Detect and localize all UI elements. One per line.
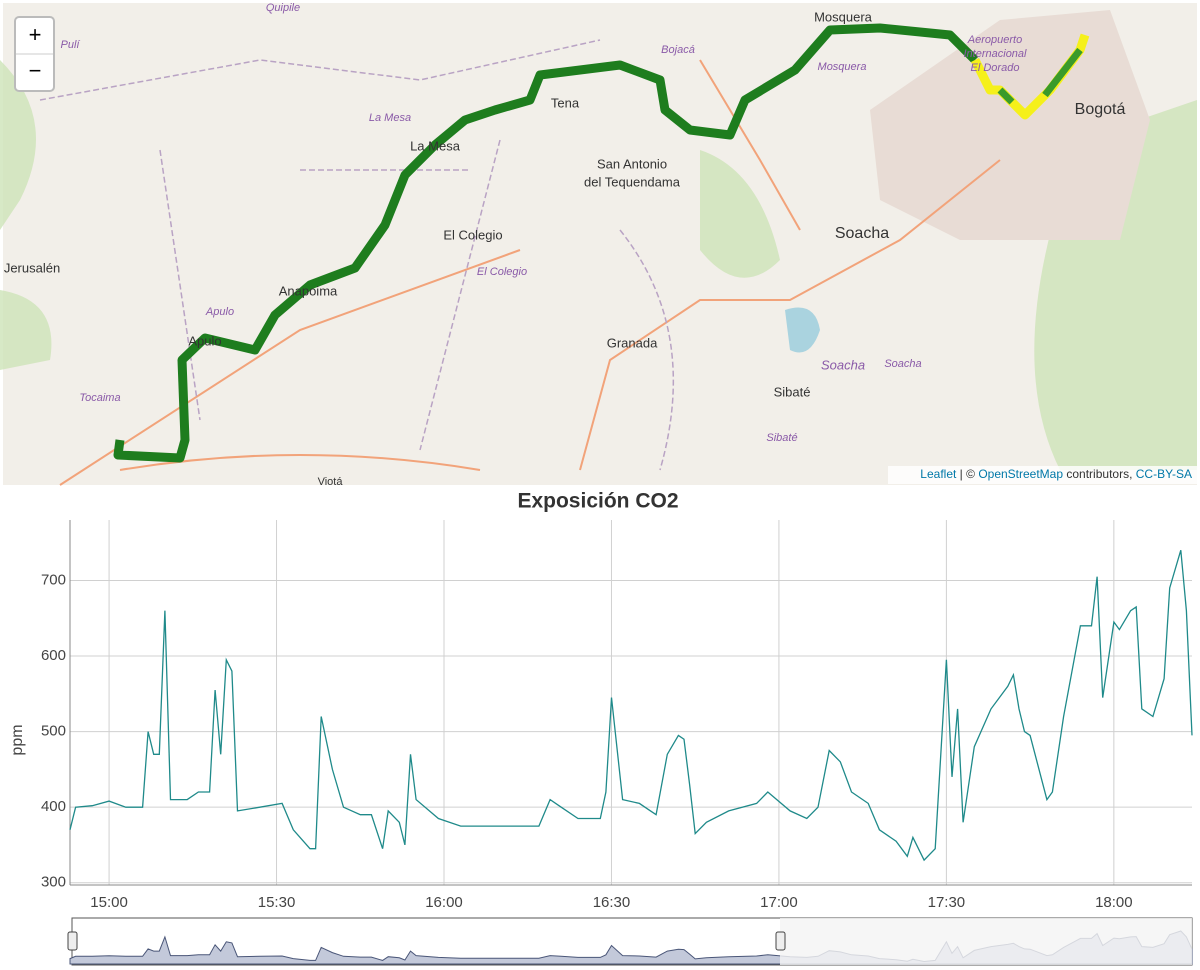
map-label: Sibaté	[766, 432, 797, 444]
attribution: Leaflet | © OpenStreetMap contributors, …	[920, 467, 1192, 481]
map-label: Quipile	[266, 2, 300, 14]
map-label: Bojacá	[661, 44, 695, 56]
x-tick-label: 15:00	[90, 894, 128, 911]
map-label: Granada	[607, 335, 658, 350]
map-label: Anapoima	[279, 283, 338, 298]
navigator-handle[interactable]	[775, 931, 786, 951]
map-label: Apulo	[188, 333, 221, 348]
map-label: Mosquera	[814, 9, 873, 24]
map-label: La Mesa	[369, 112, 411, 124]
map-label: Apulo	[205, 306, 234, 318]
map-label: Soacha	[821, 357, 865, 372]
y-tick-label: 300	[41, 874, 66, 891]
map-label: Tena	[551, 95, 580, 110]
map: Quipile Pulí Bojacá Mosquera Mosquera Ae…	[0, 2, 1197, 488]
attribution-link[interactable]: CC-BY-SA	[1136, 467, 1192, 481]
map-label: Sibaté	[774, 384, 811, 399]
y-tick-label: 400	[41, 798, 66, 815]
zoom-control: + −	[14, 16, 55, 92]
map-label: Pulí	[61, 39, 81, 51]
map-label: del Tequendama	[584, 174, 681, 189]
x-tick-label: 17:00	[760, 894, 798, 911]
x-tick-label: 16:00	[425, 894, 463, 911]
map-label: San Antonio	[597, 156, 667, 171]
chart-title: Exposición CO2	[517, 490, 678, 513]
map-label: Soacha	[835, 225, 889, 242]
x-tick-label: 18:00	[1095, 894, 1133, 911]
x-tick-label: 15:30	[258, 894, 296, 911]
y-tick-label: 500	[41, 723, 66, 740]
map-label: Viotá	[318, 476, 344, 488]
y-axis-label: ppm	[9, 724, 26, 755]
map-label: Tocaima	[79, 392, 120, 404]
map-label: Mosquera	[818, 61, 867, 73]
attribution-link[interactable]: OpenStreetMap	[978, 467, 1063, 481]
attribution-text: | ©	[960, 467, 975, 481]
x-tick-label: 17:30	[928, 894, 966, 911]
navigator-mask	[780, 918, 1192, 965]
map-label: El Dorado	[971, 62, 1020, 74]
map-label: El Colegio	[443, 227, 502, 242]
navigator-handle[interactable]	[67, 931, 78, 951]
map-label: Aeropuerto	[967, 34, 1022, 46]
zoom-in-button[interactable]: +	[29, 22, 42, 47]
zoom-out-button[interactable]: −	[29, 58, 42, 83]
map-label: La Mesa	[410, 138, 461, 153]
map-label: Soacha	[884, 358, 921, 370]
plot: 300 400 500 600 700 15:00 15:30 16:00 16:30 17:00…	[41, 520, 1193, 966]
attribution-text: contributors,	[1066, 467, 1132, 481]
y-tick-label: 700	[41, 571, 66, 588]
map-label: El Colegio	[477, 266, 527, 278]
map-label: Bogotá	[1075, 101, 1126, 118]
x-tick-label: 16:30	[593, 894, 631, 911]
map-label: Internacional	[964, 48, 1028, 60]
attribution-link[interactable]: Leaflet	[920, 467, 957, 481]
data-line	[69, 550, 1193, 862]
map-label: Jerusalén	[4, 260, 60, 275]
y-tick-label: 600	[41, 647, 66, 664]
